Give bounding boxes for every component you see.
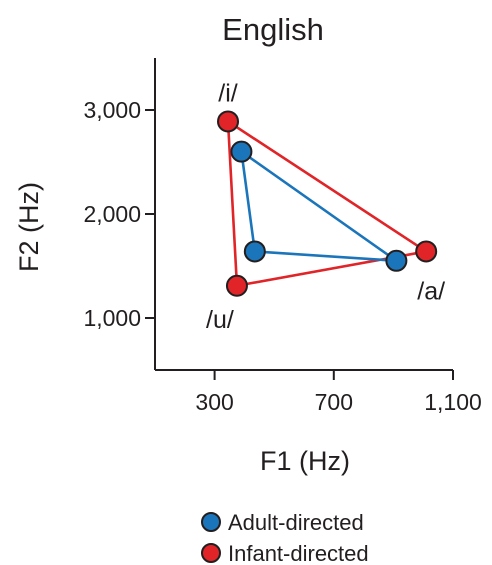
axes [154, 58, 453, 371]
legend-label-adult-directed: Adult-directed [228, 510, 364, 535]
vowel-label-a: /a/ [417, 277, 445, 305]
y-tick-label: 2,000 [83, 201, 141, 227]
adult-directed-point-i [230, 140, 253, 163]
vowel-labels: /i/ /u/ /a/ [206, 79, 445, 333]
vowel-label-u: /u/ [206, 306, 234, 334]
adult-directed-point-a [385, 249, 408, 272]
legend-label-infant-directed: Infant-directed [228, 541, 369, 565]
x-tick-label: 300 [195, 389, 233, 415]
y-axis-title: F2 (Hz) [14, 182, 44, 272]
ticks: 1,000 2,000 3,000 300 700 1,100 [83, 97, 481, 415]
infant-directed-point-a [415, 240, 438, 263]
legend-marker-infant-directed [201, 543, 221, 563]
infant-directed-point-u [225, 274, 248, 297]
y-tick-label: 1,000 [83, 305, 141, 331]
series-layer [217, 110, 438, 297]
x-axis-title: F1 (Hz) [260, 446, 350, 476]
chart-title: English [222, 12, 324, 47]
y-tick-label: 3,000 [83, 97, 141, 123]
legend: Adult-directed Infant-directed [201, 510, 369, 565]
legend-marker-adult-directed [201, 512, 221, 532]
adult-directed-triangle [240, 150, 398, 263]
adult-directed-point-u [243, 240, 266, 263]
infant-directed-point-i [217, 110, 240, 133]
x-tick-label: 1,100 [424, 389, 482, 415]
vowel-label-i: /i/ [218, 79, 238, 107]
x-tick-label: 700 [315, 389, 353, 415]
infant-directed-triangle [226, 120, 428, 288]
